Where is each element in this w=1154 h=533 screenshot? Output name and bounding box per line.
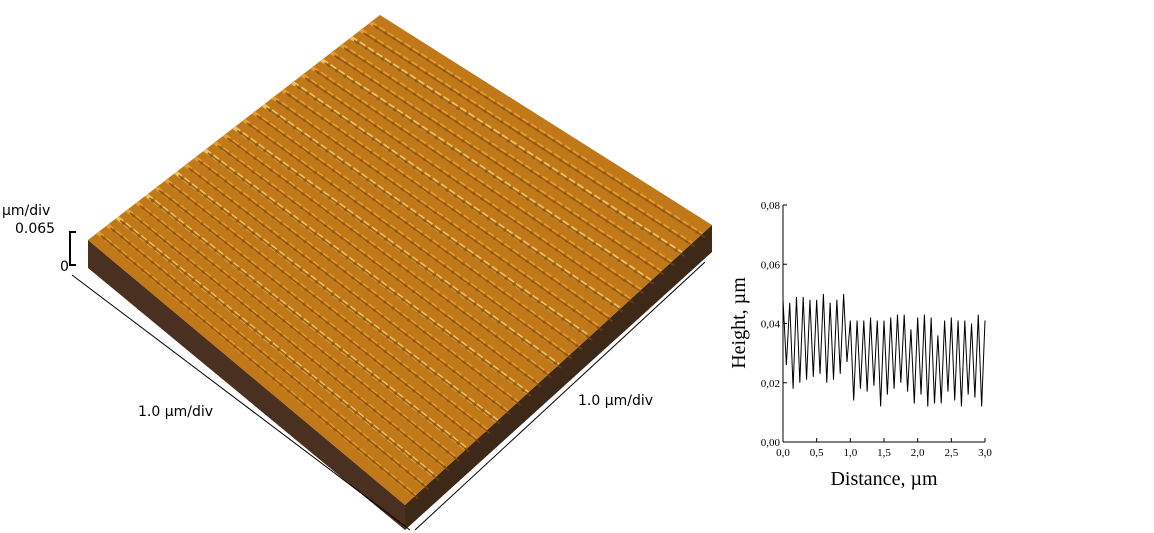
z-unit: µm/div <box>2 203 50 219</box>
x-tick-label: 0,5 <box>810 447 824 459</box>
y-tick-label: 0,02 <box>761 378 780 390</box>
y-scale: 1.0 µm/div <box>578 393 653 409</box>
y-tick-label: 0,08 <box>761 200 781 212</box>
x-tick-label: 1,5 <box>877 447 891 459</box>
afm-image: µm/div 0.065 0 1.0 µm/div 1.0 µm/div <box>2 15 712 530</box>
profile-chart: Distance, µm Height, µm 0,000,020,040,06… <box>728 200 992 490</box>
x-scale: 1.0 µm/div <box>138 404 213 420</box>
figure: µm/div 0.065 0 1.0 µm/div 1.0 µm/div Dis… <box>0 0 1154 533</box>
z-bracket <box>70 232 76 265</box>
x-tick-label: 2,5 <box>944 447 958 459</box>
z-max: 0.065 <box>15 221 55 237</box>
y-tick-label: 0,04 <box>761 319 781 331</box>
profile-line <box>783 294 985 407</box>
x-tick-label: 3,0 <box>978 447 992 459</box>
y-tick-label: 0,06 <box>761 259 781 271</box>
y-axis-label: Height, µm <box>728 277 750 369</box>
x-tick-label: 0,0 <box>776 447 790 459</box>
x-tick-label: 1,0 <box>843 447 857 459</box>
z-min: 0 <box>60 259 69 275</box>
x-axis-label: Distance, µm <box>830 468 937 490</box>
x-tick-label: 2,0 <box>911 447 925 459</box>
